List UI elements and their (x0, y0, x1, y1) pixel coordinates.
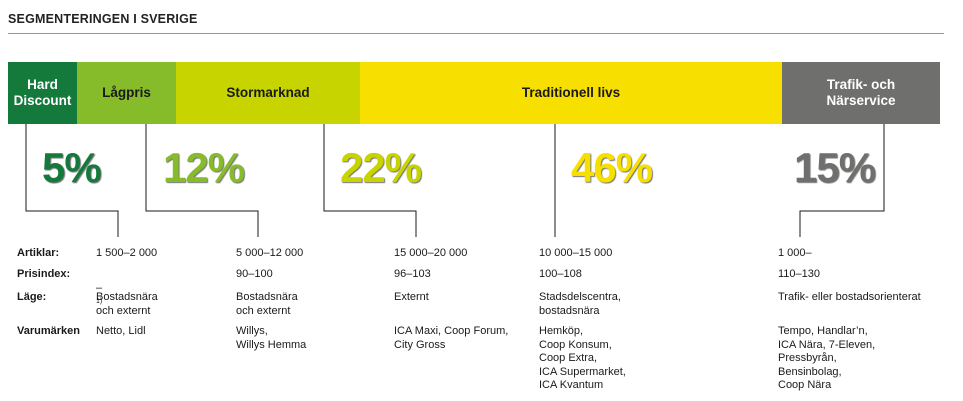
lage-trafik-narservice: Trafik- eller bostadsorienterat (778, 291, 921, 303)
segment-label: Lågpris (102, 85, 151, 100)
segment-stormarknad: Stormarknad (176, 62, 360, 124)
percent-stormarknad: 22% (340, 144, 422, 191)
page-title: SEGMENTERINGEN I SVERIGE (8, 12, 198, 26)
segment-label: Stormarknad (226, 85, 310, 100)
segment-hard-discount: Hard Discount (8, 62, 77, 124)
percent-trafik-narservice: 15% (794, 144, 876, 191)
segment-trafik-narservice: Trafik- och Närservice (782, 62, 940, 124)
lage-stormarknad: Externt (394, 291, 429, 303)
prisindex-hard-discount: – 1) (96, 268, 102, 312)
row-label-varumarken: Varumärken (17, 325, 80, 337)
lage-lagpris: Bostadsnära och externt (236, 291, 298, 317)
varumarken-hard-discount: Netto, Lidl (96, 325, 146, 337)
row-label-artiklar: Artiklar: (17, 247, 60, 259)
prisindex-lagpris: 90–100 (236, 268, 273, 280)
segment-label: Hard Discount (13, 77, 72, 108)
prisindex-value: – (96, 281, 103, 294)
segment-label: Trafik- och Närservice (826, 77, 896, 108)
percent-traditionell-livs: 46% (571, 144, 653, 191)
varumarken-trafik-narservice: Tempo, Handlar’n, ICA Nära, 7-Eleven, Pr… (778, 325, 876, 391)
prisindex-traditionell-livs: 100–108 (539, 268, 582, 280)
footnote-marker: 1) (96, 298, 103, 305)
segment-traditionell-livs: Traditionell livs (360, 62, 782, 124)
prisindex-stormarknad: 96–103 (394, 268, 431, 280)
artiklar-stormarknad: 15 000–20 000 (394, 247, 468, 259)
artiklar-traditionell-livs: 10 000–15 000 (539, 247, 613, 259)
segment-lagpris: Lågpris (77, 62, 176, 124)
varumarken-stormarknad: ICA Maxi, Coop Forum, City Gross (394, 325, 509, 351)
lage-traditionell-livs: Stadsdelscentra, bostadsnära (539, 291, 621, 317)
row-label-lage: Läge: (17, 291, 47, 303)
artiklar-hard-discount: 1 500–2 000 (96, 247, 158, 259)
artiklar-lagpris: 5 000–12 000 (236, 247, 304, 259)
artiklar-trafik-narservice: 1 000– (778, 247, 812, 259)
row-label-prisindex: Prisindex: (17, 268, 71, 280)
title-rule (8, 33, 944, 34)
varumarken-lagpris: Willys, Willys Hemma (236, 325, 307, 351)
segment-label: Traditionell livs (521, 85, 621, 100)
percent-hard-discount: 5% (42, 144, 102, 191)
prisindex-trafik-narservice: 110–130 (778, 268, 821, 280)
lage-hard-discount: Bostadsnära och externt (96, 291, 158, 317)
varumarken-traditionell-livs: Hemköp, Coop Konsum, Coop Extra, ICA Sup… (539, 325, 626, 391)
percent-lagpris: 12% (163, 144, 245, 191)
